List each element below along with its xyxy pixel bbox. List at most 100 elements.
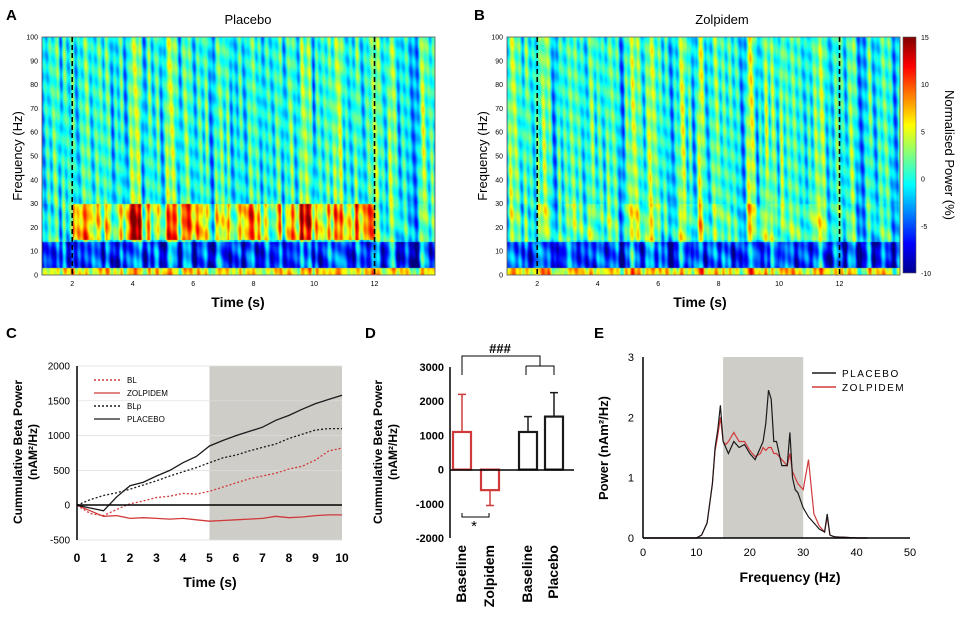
panel-c-xtick: 6 [233,551,240,565]
panel-c-ytick: -500 [50,536,70,547]
panel-b-xtick: 10 [775,281,783,288]
panel-c-xticks: 0 1 2 3 4 5 6 7 8 9 10 [74,551,349,565]
panel-c-ytick: 0 [64,501,70,512]
panel-c-xtick: 7 [259,551,266,565]
legend-label-zolpidem: ZOLPIDEM [127,389,168,398]
panel-c-xtick: 2 [127,551,134,565]
panel-e-xtick: 40 [850,547,862,559]
panel-c: C -500 0 500 1000 1500 2000 0 1 2 3 4 5 … [6,325,349,590]
panel-c-xtick: 0 [74,551,81,565]
bar-baseline [451,430,473,471]
panel-d-category: Placebo [545,545,561,599]
panel-e-ylabel: Power (nAm²/Hz) [596,396,611,500]
panel-a-ytick: 90 [30,58,38,65]
panel-b-ytick: 0 [499,273,503,280]
panel-b-letter: B [474,7,485,24]
panel-c-ytick: 2000 [48,362,71,373]
panel-e-ytick: 2 [628,412,634,424]
panel-a-ytick: 30 [30,201,38,208]
panel-a-ytick: 60 [30,130,38,137]
panel-e-yticks: 0 1 2 3 [628,352,634,545]
panel-c-series [76,394,343,522]
panel-a-ylabel: Frequency (Hz) [10,111,25,201]
panel-a-ytick: 40 [30,177,38,184]
panel-b-ytick: 30 [495,201,503,208]
legend-label-blp: BLp [127,402,142,411]
colorbar-tick: 0 [921,177,925,184]
panel-c-xtick: 4 [180,551,187,565]
panel-d-ylabel-units: (nAM²/Hz) [386,424,400,480]
panel-e-legend: PLACEBO ZOLPIDEM [812,369,904,394]
panel-a-ytick: 0 [34,273,38,280]
series-placebo-spectrum [643,390,868,539]
legend-label-placebo: PLACEBO [127,415,165,424]
panel-a-heatmap [42,37,435,275]
panel-e-ytick: 1 [628,473,634,485]
panel-b-ytick: 100 [491,35,503,42]
panel-a-xtick: 4 [131,281,135,288]
panel-c-ylabel-units: (nAM²/Hz) [26,424,40,480]
panel-a-xtick: 6 [191,281,195,288]
panel-d: D -2000 -1000 0 1000 2000 3000 Baseline … [365,325,574,607]
panel-d-hash-bracket [461,355,555,375]
panel-d-letter: D [365,325,376,342]
panel-a-ytick: 20 [30,225,38,232]
colorbar-label: Normalised Power (%) [942,90,957,220]
panel-c-xtick: 1 [100,551,107,565]
panel-c-ytick: 500 [53,466,70,477]
panel-b-heatmap [507,37,900,275]
panel-d-ytick: 0 [438,465,444,477]
colorbar-tick: -10 [921,271,931,278]
panel-e-series [643,390,868,539]
panel-b-xlabel: Time (s) [673,294,726,310]
panel-e: E 0 1 2 3 0 10 20 30 40 50 Frequency (Hz… [594,325,916,585]
panel-d-yticks: -2000 -1000 0 1000 2000 3000 [416,362,444,545]
bar-placebo [543,415,565,471]
panel-b-ylabel: Frequency (Hz) [475,111,490,201]
panel-c-letter: C [6,325,17,342]
panel-a-xlabel: Time (s) [211,294,264,310]
panel-c-yticks: -500 0 500 1000 1500 2000 [48,362,71,547]
panel-a-title: Placebo [225,12,272,27]
panel-b-title: Zolpidem [695,12,748,27]
panel-a-letter: A [6,7,17,24]
panel-b-ytick: 80 [495,82,503,89]
panel-a-ytick: 70 [30,106,38,113]
panel-d-hash-annotation: ### [489,341,511,356]
panel-a-ytick: 10 [30,249,38,256]
panel-c-ytick: 1000 [48,431,71,442]
panel-b-ytick: 10 [495,249,503,256]
panel-b-xticks: 2 4 6 8 10 12 [535,281,843,288]
panel-e-xtick: 10 [690,547,702,559]
panel-d-ytick: 2000 [420,396,444,408]
panel-b-xtick: 12 [836,281,844,288]
legend-label-bl: BL [127,376,137,385]
panel-a-ytick: 100 [26,35,38,42]
panel-d-category: Zolpidem [481,545,497,607]
colorbar-tick: -5 [921,224,927,231]
panel-a-ytick: 80 [30,82,38,89]
panel-e-xlabel: Frequency (Hz) [739,569,840,585]
panel-a-ytick: 50 [30,154,38,161]
panel-b-xtick: 6 [656,281,660,288]
series-zolpidem-line [76,504,342,522]
panel-c-xlabel: Time (s) [183,574,236,590]
panel-d-categories: Baseline Zolpidem Baseline Placebo [453,545,561,607]
panel-d-ytick: 3000 [420,362,444,374]
panel-d-star-bracket [461,513,490,518]
panel-c-xtick: 3 [153,551,160,565]
panel-a-xtick: 2 [70,281,74,288]
panel-e-xtick: 50 [904,547,916,559]
panel-d-bars [451,391,565,507]
panel-d-ytick: -2000 [416,533,444,545]
panel-d-category: Baseline [453,545,469,603]
series-bl-line [76,447,343,517]
panel-a: A Placebo 0 10 20 30 40 50 60 70 80 90 1… [6,7,436,310]
colorbar-tick: 5 [921,129,925,136]
colorbar-ticks: 15 10 5 0 -5 -10 [921,35,931,278]
panel-e-xtick: 20 [744,547,756,559]
panel-a-xtick: 8 [252,281,256,288]
panel-c-ylabel: Cummulative Beta Power [11,380,25,524]
panel-c-xtick: 10 [335,551,349,565]
